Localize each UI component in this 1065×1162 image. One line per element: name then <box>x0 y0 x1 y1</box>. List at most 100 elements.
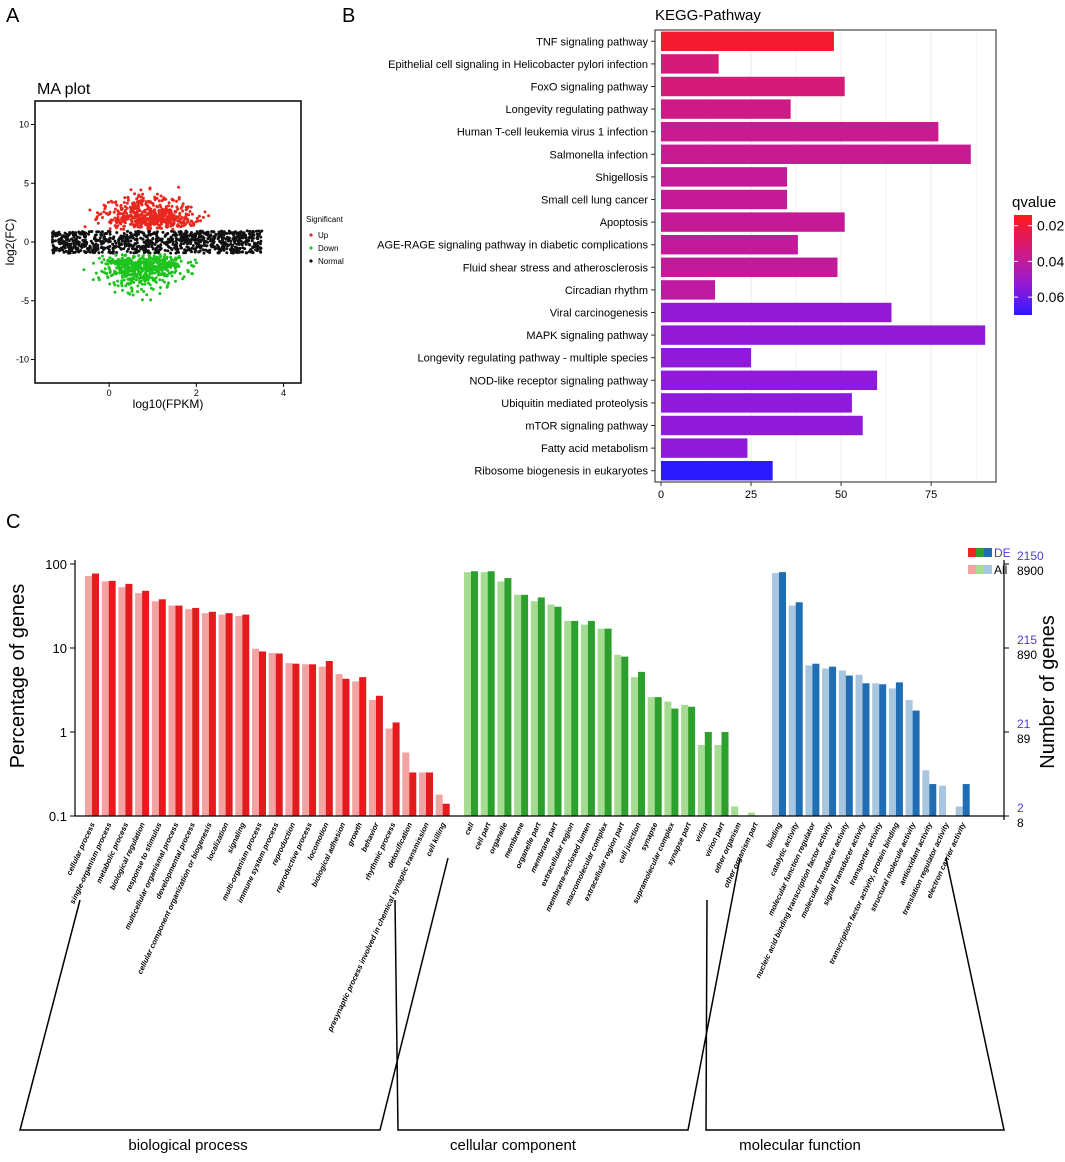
ma-point-down <box>101 254 104 258</box>
ma-point-up <box>122 201 126 204</box>
ma-point-down <box>139 279 143 283</box>
ma-point-normal <box>129 251 133 254</box>
ma-point-normal <box>214 232 218 236</box>
kegg-category-label: NOD-like receptor signaling pathway <box>469 375 648 387</box>
ma-point-up <box>139 213 143 217</box>
ma-point-down <box>147 274 150 278</box>
ma-point-down <box>111 273 115 277</box>
ma-point-down <box>120 267 123 271</box>
ma-point-normal <box>237 240 241 244</box>
panel-label-a: A <box>6 5 20 27</box>
ma-point-normal <box>72 242 76 245</box>
ma-point-normal <box>122 232 126 235</box>
ma-point-down <box>130 289 134 293</box>
go-bar-de <box>504 578 512 816</box>
ma-point-down <box>108 256 112 260</box>
ma-point-up <box>116 213 120 216</box>
ma-plot-title: MA plot <box>37 81 91 98</box>
ma-point-down <box>126 269 130 273</box>
ma-point-down <box>174 269 178 273</box>
ma-ytick-label: 5 <box>24 178 29 188</box>
ma-point-normal <box>58 233 62 236</box>
ma-point-down <box>133 265 137 269</box>
ma-point-up <box>172 221 176 225</box>
ma-point-normal <box>233 245 237 249</box>
ma-point-normal <box>66 238 70 241</box>
ma-point-normal <box>100 250 104 254</box>
kegg-category-label: Small cell lung cancer <box>541 195 648 207</box>
ma-point-normal <box>251 246 255 250</box>
ma-point-down <box>137 254 141 258</box>
ma-point-up <box>135 219 139 223</box>
ma-point-down <box>124 284 128 288</box>
kegg-legend-tick-label: 0.06 <box>1037 289 1064 305</box>
ma-point-down <box>100 260 104 264</box>
ma-point-normal <box>174 236 178 240</box>
panel-label-b: B <box>342 5 355 27</box>
ma-point-normal <box>196 231 200 235</box>
kegg-category-label: Apoptosis <box>600 217 649 229</box>
ma-point-down <box>163 253 167 257</box>
ma-point-down <box>147 253 151 257</box>
ma-point-up <box>189 205 193 209</box>
go-bar-de <box>912 710 920 816</box>
ma-point-down <box>114 262 117 266</box>
kegg-category-label: Longevity regulating pathway - multiple … <box>417 353 648 365</box>
ma-point-down <box>160 258 164 262</box>
ma-point-down <box>123 265 127 269</box>
ma-point-up <box>103 207 107 210</box>
ma-point-up <box>171 218 175 222</box>
ma-point-down <box>135 275 139 279</box>
ma-point-normal <box>213 236 216 240</box>
ma-point-normal <box>125 249 129 253</box>
ma-point-down <box>139 261 143 265</box>
ma-point-down <box>146 268 149 272</box>
ma-point-up <box>114 201 117 205</box>
ma-point-up <box>123 196 127 200</box>
ma-point-normal <box>217 230 221 234</box>
go-bar-de <box>259 651 266 816</box>
ma-point-down <box>131 277 135 281</box>
ma-point-down <box>82 268 86 272</box>
go-bar-all <box>368 700 376 816</box>
go-bar-all <box>85 575 92 816</box>
ma-point-up <box>160 213 164 217</box>
ma-point-up <box>113 207 117 211</box>
ma-point-normal <box>154 250 158 254</box>
ma-point-normal <box>238 236 242 240</box>
go-bar-de <box>325 661 333 816</box>
go-bar-all <box>922 770 930 816</box>
ma-point-down <box>126 267 130 271</box>
go-bar-all <box>435 794 443 816</box>
go-ytick-right-de: 215 <box>1017 633 1037 647</box>
kegg-bar <box>661 99 791 119</box>
ma-point-normal <box>106 245 110 249</box>
ma-point-normal <box>115 251 119 254</box>
ma-point-normal <box>141 231 145 235</box>
ma-point-normal <box>54 247 58 250</box>
ma-point-down <box>169 261 173 265</box>
ma-point-down <box>138 273 142 277</box>
kegg-bar <box>661 234 798 255</box>
ma-point-up <box>148 208 152 212</box>
go-legend-de-blue <box>984 548 992 557</box>
ma-point-up <box>180 204 184 208</box>
ma-point-normal <box>208 236 212 240</box>
ma-point-down <box>162 255 166 259</box>
ma-point-normal <box>222 233 226 237</box>
ma-point-normal <box>57 249 61 253</box>
ma-point-up <box>158 203 162 207</box>
go-bar-all <box>118 587 126 816</box>
ma-point-normal <box>76 235 80 239</box>
ma-point-down <box>149 276 153 280</box>
ma-point-down <box>100 269 104 273</box>
go-legend: DE All <box>968 546 1011 577</box>
ma-point-down <box>182 275 186 279</box>
ma-point-normal <box>147 231 151 235</box>
ma-point-up <box>138 209 142 213</box>
go-bar-all <box>788 605 796 816</box>
ma-point-normal <box>249 233 253 237</box>
ma-point-down <box>168 265 172 269</box>
go-bar-all <box>564 620 572 816</box>
kegg-legend-title: qvalue <box>1012 194 1056 211</box>
